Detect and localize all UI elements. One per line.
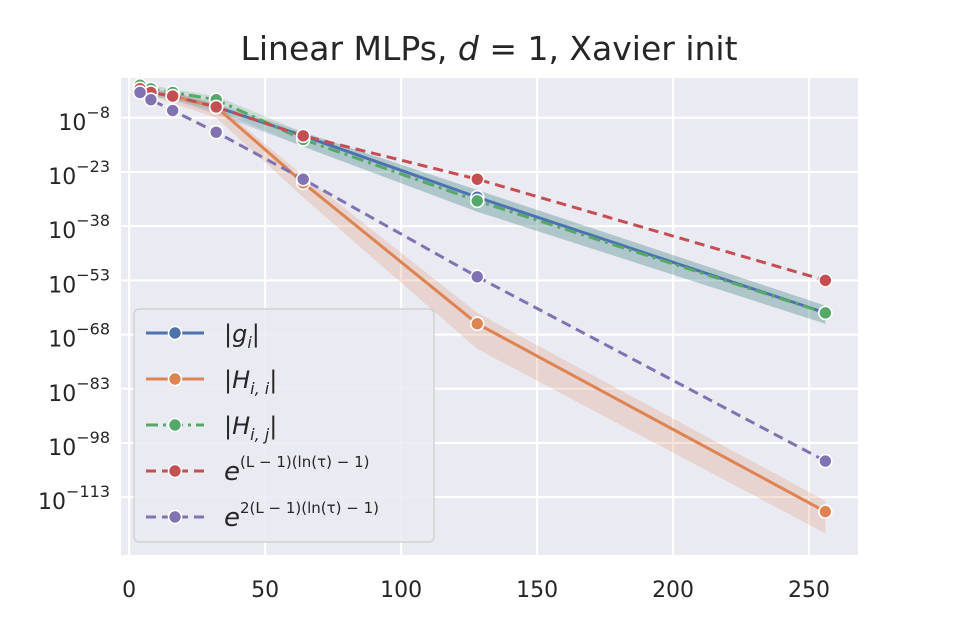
chart-title: Linear MLPs, d = 1, Xavier init — [240, 29, 737, 68]
y-tick-label-7: 10−113 — [38, 482, 110, 515]
point-series-4-1 — [143, 92, 159, 107]
point-series-3-4 — [295, 128, 311, 144]
legend-label-2: |Hi, j| — [224, 412, 277, 444]
point-series-4-0 — [132, 85, 148, 100]
legend-marker-1 — [167, 371, 183, 387]
point-series-3-2 — [165, 88, 180, 104]
x-tick-label-3: 150 — [516, 578, 558, 603]
x-tick-label-5: 250 — [788, 578, 830, 603]
point-series-4-5 — [469, 269, 485, 285]
point-series-4-2 — [165, 103, 180, 118]
y-tick-label-3: 10−53 — [48, 265, 110, 298]
point-series-2-6 — [818, 305, 833, 321]
point-series-1-5 — [469, 316, 485, 332]
y-tick-label-0: 10−8 — [58, 103, 110, 136]
legend: |gi| |Hi, i| |Hi, j| e(L − 1)(ln(τ) − 1) e2(… — [133, 308, 435, 543]
point-series-4-3 — [208, 124, 224, 140]
legend-label-1: |Hi, i| — [224, 366, 277, 398]
point-series-3-6 — [818, 273, 833, 288]
x-tick-label-2: 100 — [380, 578, 422, 603]
point-series-3-3 — [208, 99, 224, 115]
legend-label-4: e2(L − 1)(ln(τ) − 1) — [224, 499, 379, 533]
y-tick-label-4: 10−68 — [48, 320, 110, 353]
point-series-4-6 — [818, 453, 833, 469]
y-tick-label-1: 10−23 — [48, 157, 110, 190]
point-series-4-4 — [295, 171, 311, 187]
x-tick-label-0: 0 — [122, 578, 136, 603]
legend-marker-2 — [167, 417, 183, 433]
legend-label-0: |gi| — [224, 320, 260, 352]
x-tick-labels: 0 50 100 150 200 250 — [122, 578, 830, 603]
y-tick-label-2: 10−38 — [48, 211, 110, 244]
x-tick-label-4: 200 — [652, 578, 694, 603]
legend-label-3: e(L − 1)(ln(τ) − 1) — [224, 453, 369, 487]
y-tick-label-6: 10−98 — [48, 428, 110, 461]
point-series-1-6 — [818, 504, 833, 519]
band-series-1 — [140, 87, 826, 534]
series-markers — [132, 77, 833, 519]
y-tick-label-5: 10−83 — [48, 374, 110, 407]
point-series-3-5 — [469, 171, 485, 187]
y-tick-labels: 10−8 10−23 10−38 10−53 10−68 10−83 10−98 10−113 — [38, 103, 110, 515]
legend-box — [133, 308, 435, 543]
legend-marker-4 — [167, 509, 183, 525]
point-series-2-5 — [469, 193, 485, 209]
x-tick-label-1: 50 — [251, 578, 279, 603]
legend-marker-3 — [167, 463, 183, 479]
legend-marker-0 — [167, 325, 183, 341]
